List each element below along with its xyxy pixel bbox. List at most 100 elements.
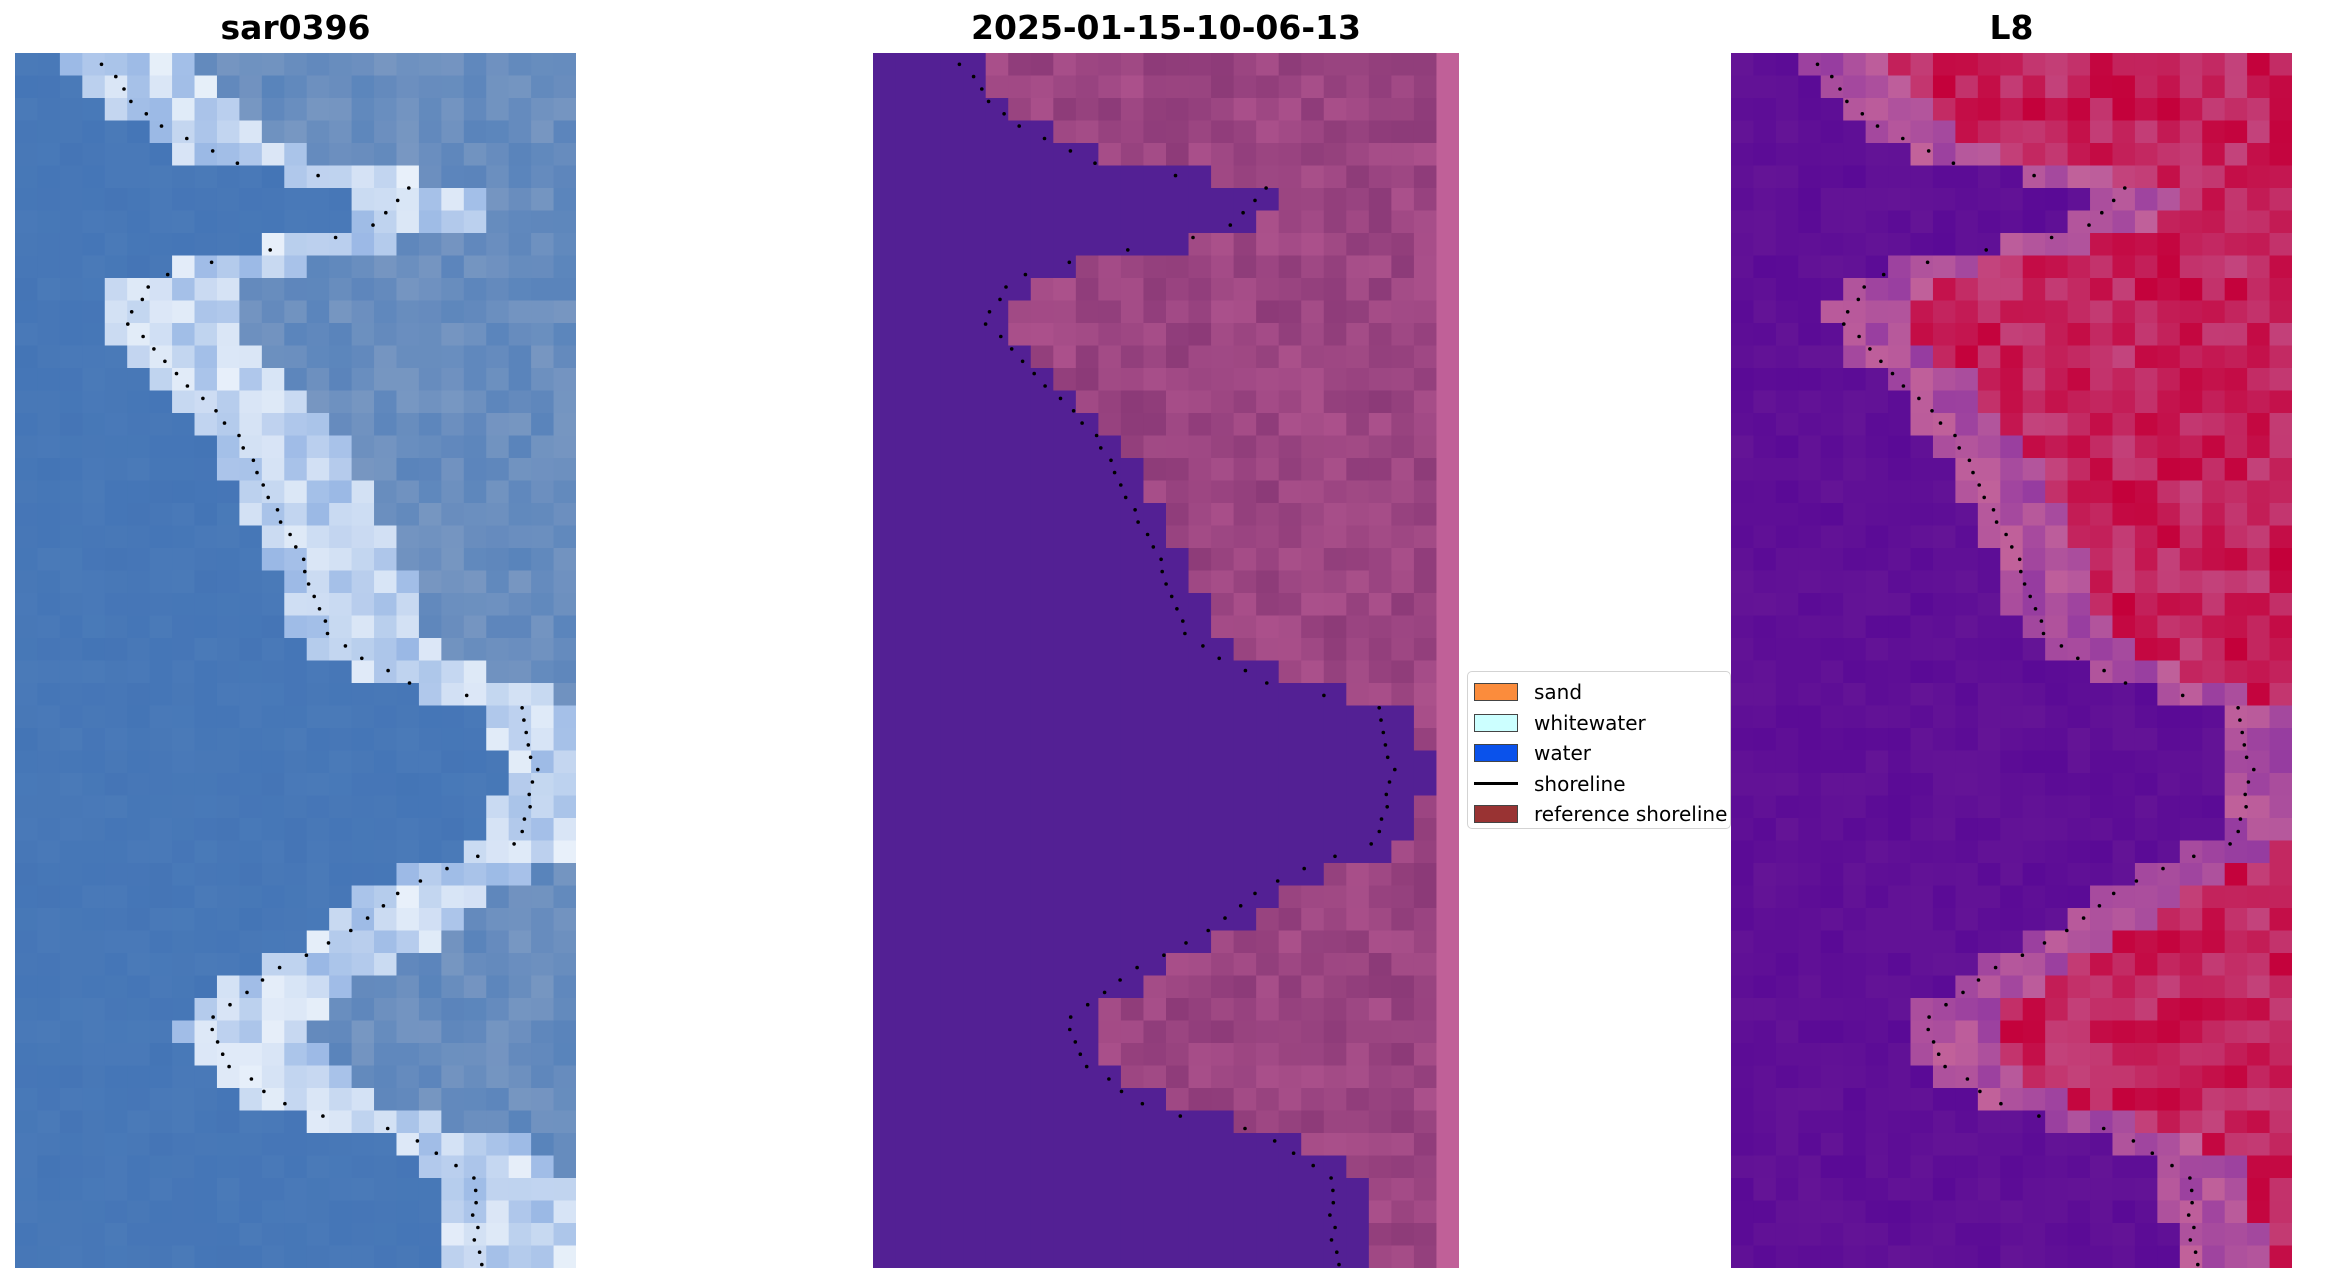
- image-pixel: [1278, 435, 1302, 459]
- image-pixel: [1053, 75, 1077, 99]
- image-pixel: [1030, 953, 1054, 977]
- image-pixel: [1166, 660, 1190, 684]
- image-pixel: [1278, 323, 1302, 347]
- image-pixel: [2134, 233, 2158, 257]
- image-pixel: [1053, 660, 1077, 684]
- shoreline-point: [384, 210, 388, 215]
- image-pixel: [2269, 1020, 2292, 1044]
- image-pixel: [963, 75, 987, 99]
- image-pixel: [1955, 548, 1979, 572]
- image-pixel: [1775, 323, 1799, 347]
- image-pixel: [2000, 255, 2024, 279]
- shoreline-point: [1331, 1188, 1335, 1193]
- image-pixel: [1233, 53, 1257, 77]
- image-pixel: [1120, 1200, 1145, 1224]
- image-pixel: [1030, 1223, 1054, 1247]
- image-pixel: [1798, 660, 1822, 684]
- image-pixel: [329, 660, 353, 684]
- image-pixel: [239, 1133, 263, 1157]
- image-pixel: [1233, 165, 1257, 189]
- image-pixel: [216, 525, 240, 549]
- image-pixel: [486, 615, 510, 639]
- image-pixel: [1188, 255, 1212, 279]
- image-pixel: [1820, 323, 1844, 347]
- shoreline-point: [2097, 904, 2102, 908]
- image-pixel: [1368, 773, 1392, 797]
- image-pixel: [2000, 390, 2024, 414]
- shoreline-point: [2049, 235, 2054, 240]
- image-pixel: [1820, 525, 1844, 549]
- image-pixel: [531, 1043, 555, 1067]
- image-pixel: [463, 1155, 487, 1179]
- image-pixel: [374, 615, 398, 639]
- image-pixel: [1865, 120, 1889, 144]
- image-pixel: [531, 120, 555, 144]
- image-pixel: [1932, 548, 1956, 572]
- image-pixel: [2247, 885, 2271, 909]
- image-pixel: [1413, 368, 1438, 392]
- image-pixel: [1346, 435, 1370, 459]
- image-pixel: [1323, 705, 1347, 729]
- image-pixel: [351, 638, 375, 662]
- image-pixel: [1166, 795, 1190, 819]
- image-pixel: [127, 98, 151, 122]
- image-pixel: [329, 368, 353, 392]
- image-pixel: [306, 390, 330, 414]
- image-pixel: [1030, 638, 1054, 662]
- image-pixel: [963, 390, 987, 414]
- image-pixel: [2157, 593, 2181, 617]
- image-pixel: [1888, 233, 1912, 257]
- image-pixel: [15, 165, 39, 189]
- shoreline-point: [261, 483, 265, 487]
- image-pixel: [2157, 165, 2181, 189]
- image-pixel: [216, 300, 240, 324]
- image-pixel: [59, 143, 83, 167]
- image-pixel: [194, 143, 218, 167]
- image-pixel: [1843, 1065, 1867, 1089]
- image-pixel: [284, 210, 308, 234]
- image-pixel: [239, 98, 263, 122]
- image-pixel: [2179, 368, 2203, 392]
- image-pixel: [1436, 930, 1459, 954]
- image-pixel: [1436, 98, 1459, 122]
- image-pixel: [1413, 660, 1438, 684]
- image-pixel: [1368, 1088, 1392, 1112]
- image-pixel: [1436, 998, 1459, 1022]
- image-pixel: [1436, 323, 1459, 347]
- image-pixel: [15, 1065, 39, 1089]
- image-pixel: [1865, 953, 1889, 977]
- image-pixel: [2224, 53, 2248, 77]
- index-image: [1731, 53, 2292, 1268]
- image-pixel: [2112, 435, 2136, 459]
- image-pixel: [1910, 773, 1934, 797]
- image-pixel: [418, 840, 442, 864]
- image-pixel: [1278, 728, 1302, 752]
- image-pixel: [194, 998, 218, 1022]
- shoreline-point: [2076, 656, 2080, 661]
- image-pixel: [2202, 773, 2226, 797]
- image-pixel: [59, 593, 83, 617]
- image-pixel: [1030, 1043, 1054, 1067]
- image-pixel: [1166, 210, 1190, 234]
- image-pixel: [985, 1178, 1009, 1202]
- image-pixel: [1120, 143, 1145, 167]
- image-pixel: [963, 615, 987, 639]
- image-pixel: [127, 840, 151, 864]
- image-pixel: [1413, 953, 1438, 977]
- image-pixel: [895, 1223, 919, 1247]
- image-pixel: [895, 120, 919, 144]
- image-pixel: [531, 53, 555, 77]
- image-pixel: [1955, 435, 1979, 459]
- image-pixel: [1301, 840, 1325, 864]
- image-pixel: [15, 885, 39, 909]
- image-pixel: [2067, 458, 2091, 482]
- image-pixel: [149, 818, 173, 842]
- image-pixel: [1233, 1223, 1257, 1247]
- image-pixel: [918, 413, 942, 437]
- image-pixel: [1977, 750, 2001, 774]
- image-pixel: [1053, 1223, 1077, 1247]
- image-pixel: [1775, 300, 1799, 324]
- image-pixel: [1865, 1178, 1889, 1202]
- image-pixel: [284, 1223, 308, 1247]
- image-pixel: [1211, 165, 1235, 189]
